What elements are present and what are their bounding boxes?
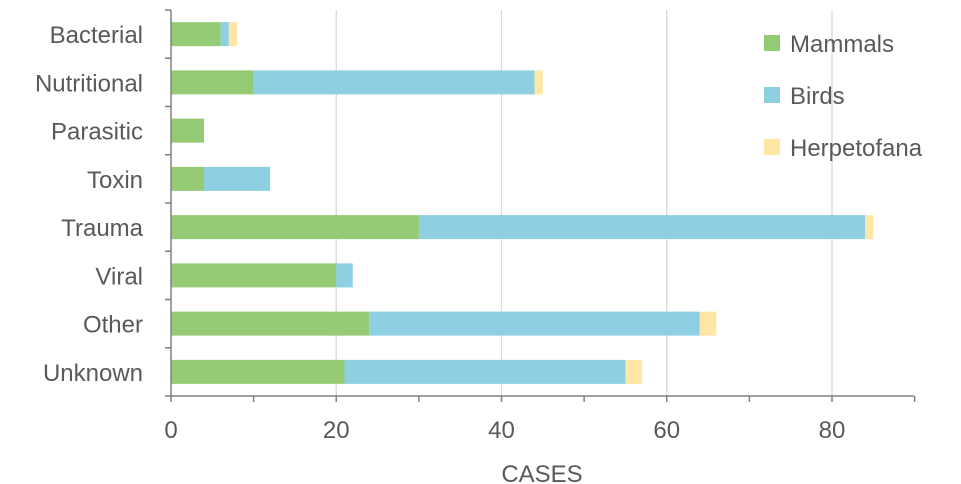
legend: Mammals Birds Herpetofana — [764, 31, 923, 162]
legend-swatch — [764, 35, 780, 51]
bar-segment — [171, 311, 370, 336]
category-label: Unknown — [43, 360, 143, 387]
bar-segment — [534, 70, 543, 95]
x-axis-title: CASES — [501, 461, 582, 484]
bar-segment — [336, 263, 353, 288]
bar-segment — [171, 70, 254, 95]
bar-series — [171, 22, 874, 384]
bar-segment — [220, 22, 229, 47]
bar-segment — [253, 70, 535, 95]
category-labels: Bacterial Nutritional Parasitic Toxin Trauma… — [35, 22, 144, 387]
category-label: Viral — [95, 263, 143, 290]
x-tick-label: 80 — [819, 417, 846, 444]
legend-label: Birds — [790, 83, 845, 110]
bar-segment — [171, 215, 419, 240]
bar-segment — [171, 166, 205, 191]
category-label: Parasitic — [51, 119, 143, 146]
bar-segment — [865, 215, 874, 240]
x-tick-label: 60 — [653, 417, 680, 444]
x-tick-label: 40 — [488, 417, 515, 444]
x-tick-label: 20 — [323, 417, 350, 444]
category-label: Bacterial — [50, 22, 143, 49]
legend-label: Herpetofana — [790, 135, 923, 162]
bar-segment — [344, 359, 626, 384]
legend-swatch — [764, 139, 780, 155]
bar-segment — [171, 118, 205, 143]
bar-segment — [369, 311, 700, 336]
bar-segment — [204, 166, 271, 191]
legend-label: Mammals — [790, 31, 894, 58]
category-label: Other — [83, 312, 143, 339]
bar-segment — [418, 215, 866, 240]
category-label: Toxin — [87, 167, 143, 194]
legend-swatch — [764, 87, 780, 103]
grid-lines — [335, 10, 833, 396]
bar-segment — [171, 22, 221, 47]
axes — [165, 9, 916, 402]
category-label: Nutritional — [35, 70, 143, 97]
bar-segment — [625, 359, 642, 384]
bar-segment — [171, 359, 345, 384]
x-tick-labels: 0 20 40 60 80 — [164, 417, 845, 444]
bar-segment — [228, 22, 238, 47]
category-label: Trauma — [61, 215, 143, 242]
bar-segment — [171, 263, 337, 288]
x-tick-label: 0 — [164, 417, 177, 444]
bar-segment — [699, 311, 717, 336]
